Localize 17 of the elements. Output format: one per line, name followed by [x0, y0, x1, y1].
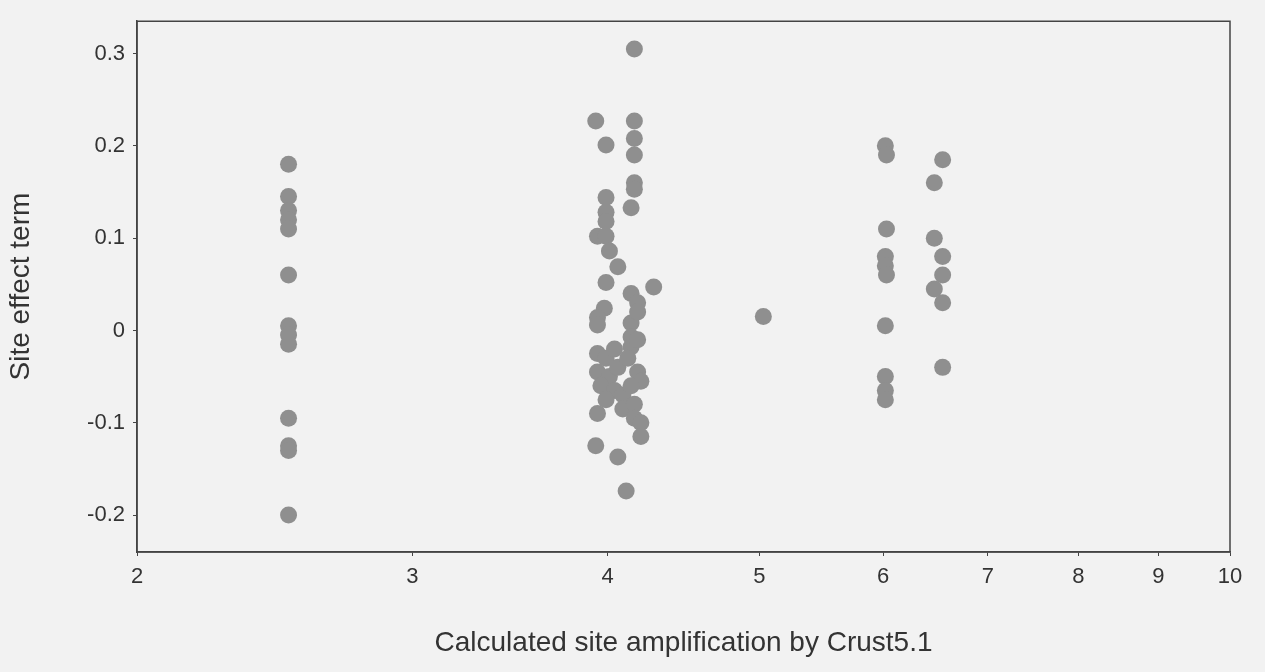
x-tick-label: 10: [1217, 563, 1243, 589]
x-tick-label: 8: [1072, 563, 1085, 589]
y-tick-label: -0.2: [87, 501, 125, 527]
y-tick-label: -0.1: [87, 408, 125, 434]
y-tick-label: 0.2: [94, 131, 125, 157]
x-tick-label: 4: [601, 563, 614, 589]
y-tick-label: 0: [112, 316, 125, 342]
x-tick-label: 3: [406, 563, 419, 589]
x-tick-label: 5: [753, 563, 766, 589]
x-tick-label: 2: [130, 563, 144, 589]
y-axis-title: Site effect term: [3, 192, 35, 381]
x-axis-title: Calculated site amplification by Crust5.1: [434, 625, 933, 657]
y-tick-label: 0.3: [94, 39, 125, 65]
y-tick-label: 0.1: [94, 224, 125, 250]
x-tick-label: 7: [981, 563, 994, 589]
x-tick-label: 6: [876, 563, 890, 589]
x-tick-label: 9: [1152, 563, 1165, 589]
